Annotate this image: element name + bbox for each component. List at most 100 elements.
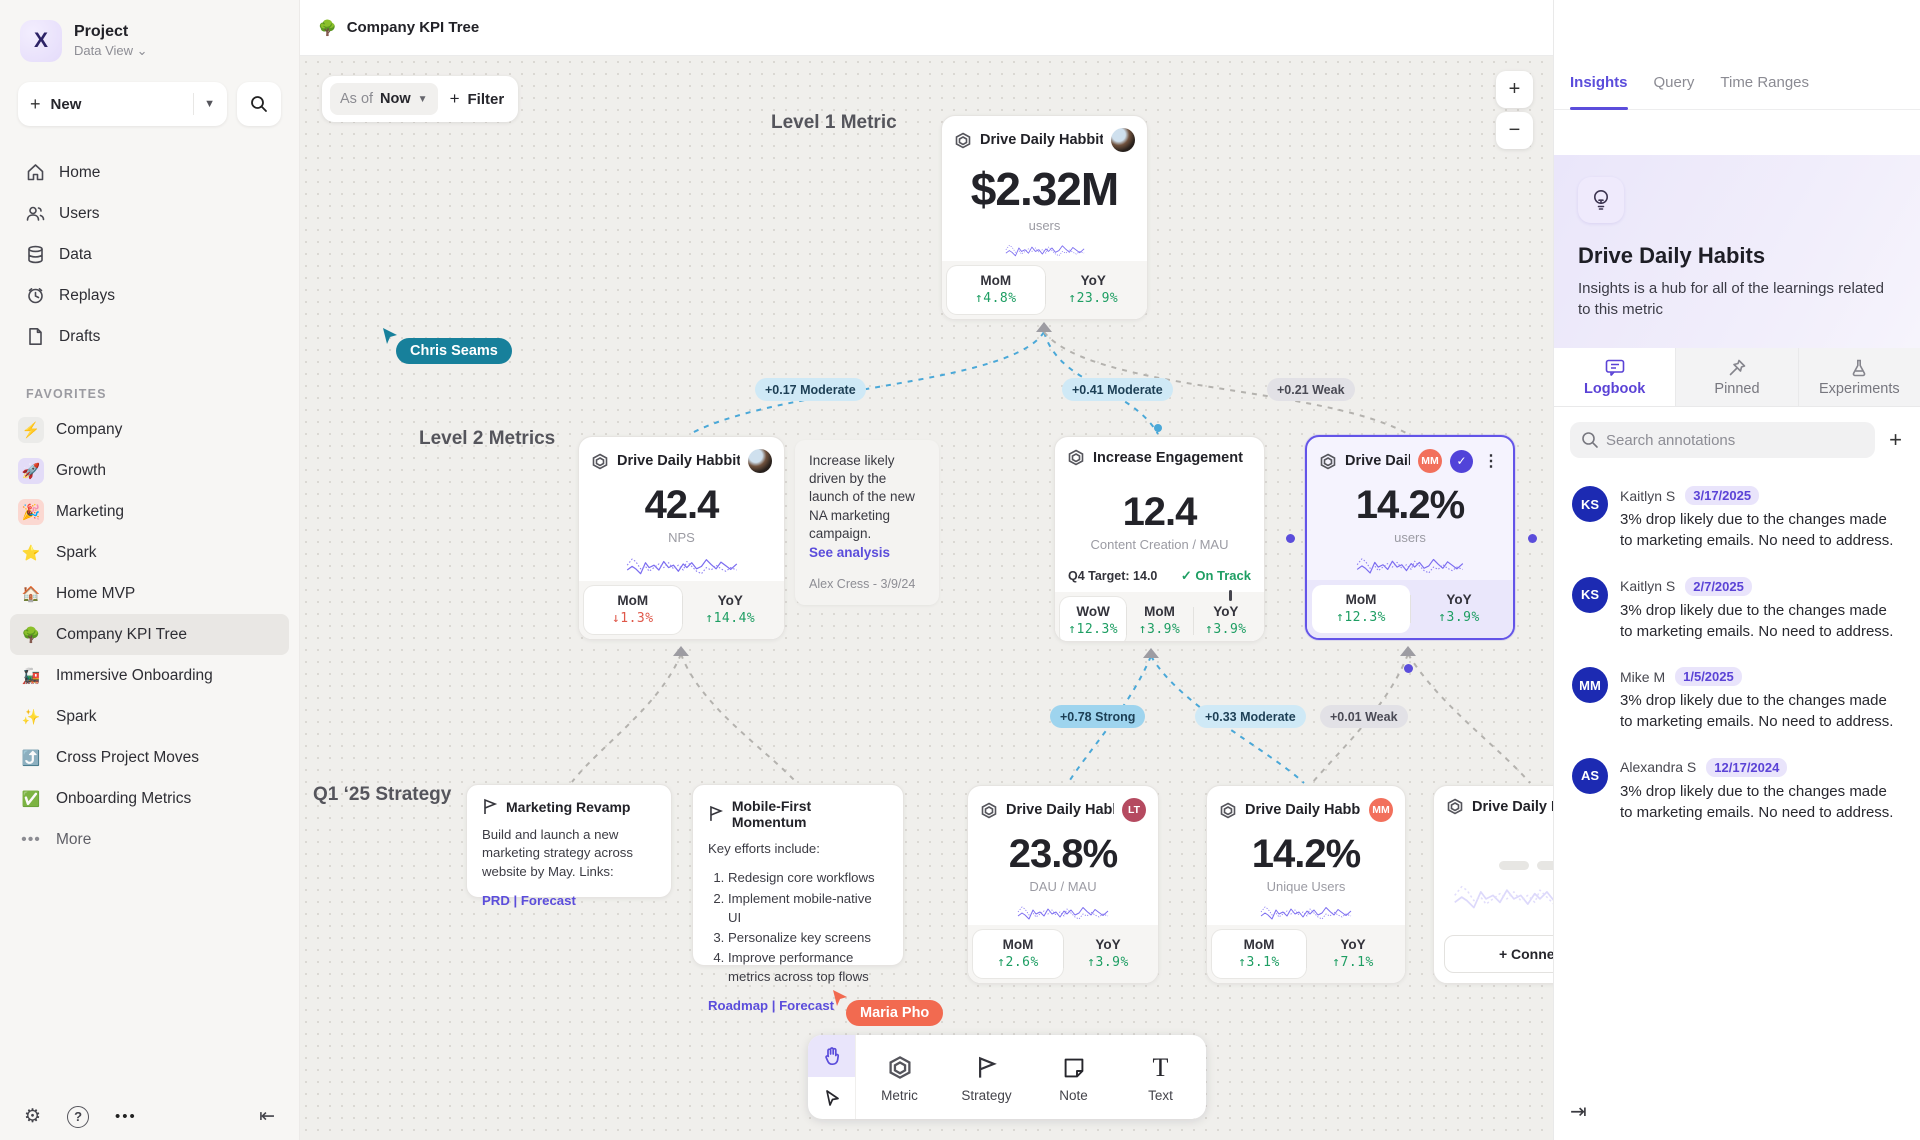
see-analysis-link[interactable]: See analysis — [809, 545, 891, 561]
sidebar-item-home[interactable]: Home — [18, 152, 281, 193]
sidebar-item-replays[interactable]: Replays — [18, 275, 281, 316]
sidebar-item-company[interactable]: ⚡ Company — [10, 409, 289, 450]
metric-hexagon-icon — [1320, 453, 1336, 469]
metric-tool-button[interactable]: Metric — [856, 1035, 943, 1119]
stat-yoy[interactable]: YoY ↑14.4% — [681, 586, 780, 634]
annotation-item[interactable]: AS Alexandra S 12/17/2024 3% drop likely … — [1572, 757, 1902, 824]
annotation-date[interactable]: 3/17/2025 — [1685, 486, 1760, 505]
annotation-avatar: AS — [1572, 757, 1608, 794]
metric-card-selected[interactable]: Drive Daily Habb.. MM ✓ ⋮ 14.2% users Mo… — [1305, 435, 1515, 640]
selection-handle[interactable] — [1404, 664, 1413, 673]
sidebar-item-more[interactable]: ••• More — [10, 819, 289, 860]
sidebar-item-spark-2[interactable]: ✨ Spark — [10, 696, 289, 737]
stat-yoy[interactable]: YoY ↑7.1% — [1306, 930, 1400, 978]
owner-avatar[interactable] — [1111, 128, 1135, 152]
annotations-search-input[interactable] — [1570, 422, 1876, 458]
note-tool-button[interactable]: Note — [1030, 1035, 1117, 1119]
help-icon[interactable]: ? — [67, 1105, 90, 1128]
stat-yoy[interactable]: YoY ↑3.9% — [1063, 930, 1153, 978]
database-icon — [28, 245, 43, 264]
metric-card-level1[interactable]: Drive Daily Habbits $2.32M users MoM ↑4.8… — [941, 115, 1148, 320]
subtab-logbook[interactable]: Logbook — [1554, 348, 1676, 406]
stat-yoy[interactable]: YoY ↑3.9% — [1192, 597, 1259, 641]
filter-button[interactable]: + Filter — [449, 89, 505, 108]
selection-handle[interactable] — [1528, 534, 1537, 543]
metric-card-dau-mau[interactable]: Drive Daily Habbits LT 23.8% DAU / MAU M… — [967, 785, 1159, 984]
strategy-card-marketing-revamp[interactable]: Marketing Revamp Build and launch a new … — [466, 784, 672, 908]
project-view[interactable]: Data View ⌄ — [74, 43, 148, 58]
select-tool-button[interactable] — [808, 1077, 855, 1119]
strategy-card-mobile-first[interactable]: Mobile-First Momentum Key efforts includ… — [692, 784, 904, 1013]
sidebar-item-company-kpi-tree[interactable]: 🌳 Company KPI Tree — [10, 614, 289, 655]
sidebar-item-data[interactable]: Data — [18, 234, 281, 275]
collaborator-cursor-chris: Chris Seams — [383, 328, 512, 364]
strategy-tool-button[interactable]: Strategy — [943, 1035, 1030, 1119]
edge-label: +0.01 Weak — [1320, 705, 1408, 728]
asof-dropdown[interactable]: As of Now ▼ — [330, 83, 438, 115]
metric-card-engagement[interactable]: Increase Engagement 12.4 Content Creatio… — [1054, 436, 1265, 642]
subtab-experiments[interactable]: Experiments — [1797, 348, 1920, 406]
favorites-header: FAVORITES — [26, 387, 107, 401]
zoom-in-button[interactable]: + — [1496, 71, 1533, 108]
stat-mom[interactable]: MoM ↑4.8% — [947, 266, 1045, 314]
tab-insights[interactable]: Insights — [1570, 56, 1628, 110]
settings-gear-icon[interactable]: ⚙ — [24, 1106, 42, 1127]
sidebar-item-users[interactable]: Users — [18, 193, 281, 234]
collapse-panel-icon[interactable]: ⇥ — [1570, 1101, 1587, 1123]
stat-mom[interactable]: MoM ↑2.6% — [973, 930, 1063, 978]
strategy-links[interactable]: Roadmap | Forecast — [708, 998, 835, 1014]
metric-card-nps[interactable]: Drive Daily Habbits 42.4 NPS MoM ↓1.3% Yo… — [578, 436, 785, 640]
stat-yoy[interactable]: YoY ↑3.9% — [1410, 585, 1508, 633]
sidebar-item-drafts[interactable]: Drafts — [18, 316, 281, 357]
metric-hexagon-icon — [888, 1056, 911, 1079]
stat-yoy[interactable]: YoY ↑23.9% — [1044, 266, 1143, 314]
stat-wow[interactable]: WoW ↑12.3% — [1060, 597, 1127, 641]
more-options-icon[interactable]: ••• — [115, 1108, 137, 1125]
add-annotation-button[interactable]: + — [1889, 427, 1902, 452]
metric-value: 23.8% — [1008, 832, 1118, 876]
annotation-item[interactable]: KS Kaitlyn S 3/17/2025 3% drop likely due… — [1572, 486, 1902, 552]
sidebar-item-marketing[interactable]: 🎉 Marketing — [10, 491, 289, 532]
hand-tool-button[interactable] — [808, 1035, 855, 1077]
kpi-tree-canvas[interactable]: As of Now ▼ + Filter + − Level 1 Metric … — [300, 56, 1553, 1140]
strategy-links[interactable]: PRD | Forecast — [482, 893, 576, 909]
new-button[interactable]: + New ▼ — [18, 82, 227, 126]
panel-metric-title: Drive Daily Habits — [1578, 243, 1766, 268]
stat-mom[interactable]: MoM ↑12.3% — [1312, 585, 1410, 633]
text-tool-button[interactable]: T Text — [1148, 1052, 1173, 1103]
card-menu-icon[interactable]: ⋮ — [1483, 453, 1499, 470]
collaborator-cursor-maria: Maria Pho — [833, 990, 944, 1026]
sidebar-item-growth[interactable]: 🚀 Growth — [10, 450, 289, 491]
collapse-handle[interactable] — [1036, 322, 1052, 332]
annotation-date[interactable]: 2/7/2025 — [1685, 576, 1752, 596]
sidebar-item-home-mvp[interactable]: 🏠 Home MVP — [10, 573, 289, 614]
tab-query[interactable]: Query — [1653, 74, 1695, 91]
sidebar-item-cross-project-moves[interactable]: ⤴️ Cross Project Moves — [10, 737, 289, 778]
subtab-pinned[interactable]: Pinned — [1675, 348, 1798, 406]
stat-mom[interactable]: MoM ↑3.9% — [1126, 597, 1192, 641]
search-button[interactable] — [237, 82, 281, 126]
metric-card-empty[interactable]: Drive Daily Hab + Connect — [1433, 785, 1553, 984]
zoom-out-button[interactable]: − — [1496, 112, 1533, 149]
annotation-item[interactable]: KS Kaitlyn S 2/7/2025 3% drop likely due … — [1572, 576, 1902, 643]
annotation-date[interactable]: 1/5/2025 — [1675, 667, 1742, 687]
metric-card-unique-users[interactable]: Drive Daily Habbits MM 14.2% Unique User… — [1206, 785, 1406, 984]
tab-time-ranges[interactable]: Time Ranges — [1720, 74, 1810, 91]
selection-handle[interactable] — [1286, 534, 1295, 543]
sidebar-item-immersive-onboarding[interactable]: 🚂 Immersive Onboarding — [10, 655, 289, 696]
project-switcher[interactable]: X Project Data View ⌄ — [0, 0, 299, 68]
chevron-down-icon[interactable]: ▼ — [204, 98, 215, 110]
collapse-handle[interactable] — [1143, 648, 1159, 658]
stat-mom[interactable]: MoM ↑3.1% — [1212, 930, 1306, 978]
owner-avatar[interactable] — [748, 449, 772, 473]
stat-mom[interactable]: MoM ↓1.3% — [584, 586, 682, 634]
annotation-date[interactable]: 12/17/2024 — [1706, 757, 1788, 777]
connect-button[interactable]: + Connect — [1444, 935, 1553, 973]
sidebar-item-spark[interactable]: ⭐ Spark — [10, 532, 289, 573]
sidebar-item-onboarding-metrics[interactable]: ✅ Onboarding Metrics — [10, 778, 289, 819]
note-card[interactable]: Increase likely driven by the launch of … — [795, 440, 939, 606]
collapse-handle[interactable] — [673, 646, 689, 656]
collapse-handle[interactable] — [1400, 646, 1416, 656]
collapse-sidebar-icon[interactable]: ⇤ — [259, 1106, 275, 1127]
annotation-item[interactable]: MM Mike M 1/5/2025 3% drop likely due to … — [1572, 667, 1902, 733]
